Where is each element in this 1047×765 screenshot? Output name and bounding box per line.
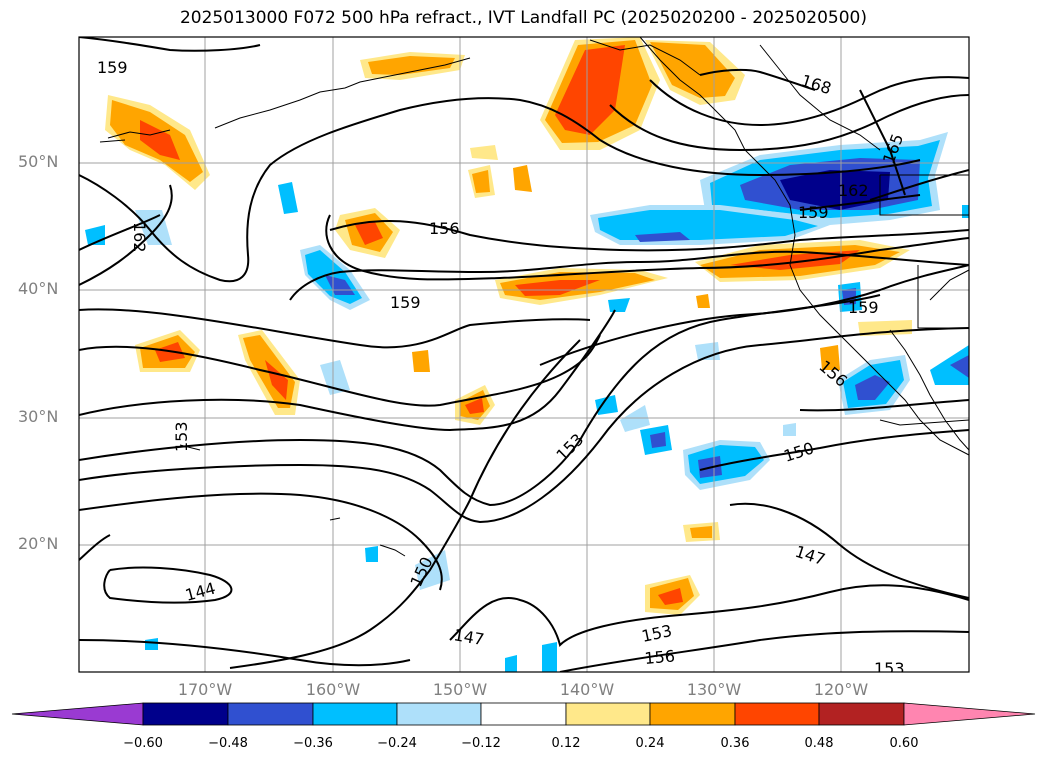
colorbar bbox=[11, 702, 1036, 726]
height-contours bbox=[79, 37, 969, 672]
contour-label: 153 bbox=[172, 421, 191, 452]
negative-anomaly-shading bbox=[85, 132, 969, 672]
lon-label: 130°W bbox=[686, 680, 742, 699]
lon-label: 120°W bbox=[813, 680, 869, 699]
lat-label: 40°N bbox=[18, 279, 59, 298]
colorbar-segment bbox=[649, 702, 736, 726]
lat-label: 30°N bbox=[18, 407, 59, 426]
positive-anomaly-shading bbox=[105, 37, 912, 615]
colorbar-segment bbox=[818, 702, 905, 726]
colorbar-tick: −0.60 bbox=[123, 736, 163, 751]
contour-label: 162 bbox=[838, 181, 869, 200]
colorbar-segment bbox=[734, 702, 820, 726]
lat-label: 20°N bbox=[18, 534, 59, 553]
contour-label: 162 bbox=[130, 222, 149, 253]
contour-label: 159 bbox=[848, 298, 879, 317]
colorbar-segment bbox=[480, 702, 567, 726]
colorbar-tick: −0.48 bbox=[208, 736, 248, 751]
colorbar-tick: 0.36 bbox=[720, 736, 750, 751]
colorbar-segment bbox=[396, 702, 482, 726]
colorbar-tick: −0.36 bbox=[293, 736, 333, 751]
lon-label: 140°W bbox=[559, 680, 615, 699]
map-frame bbox=[78, 36, 970, 673]
colorbar-segment bbox=[565, 702, 651, 726]
graticule bbox=[79, 37, 969, 672]
lon-label: 160°W bbox=[305, 680, 361, 699]
colorbar-segment bbox=[142, 702, 229, 726]
contour-label: 159 bbox=[97, 58, 128, 77]
map-title: 2025013000 F072 500 hPa refract., IVT La… bbox=[179, 8, 867, 28]
colorbar-segment bbox=[903, 702, 1036, 726]
colorbar-tick: 0.60 bbox=[889, 736, 919, 751]
colorbar-tick: 0.48 bbox=[804, 736, 834, 751]
colorbar-tick: −0.12 bbox=[461, 736, 501, 751]
contour-label: 156 bbox=[429, 219, 460, 238]
colorbar-segment bbox=[227, 702, 314, 726]
lon-label: 170°W bbox=[177, 680, 233, 699]
lon-label: 150°W bbox=[432, 680, 488, 699]
contour-label: 159 bbox=[390, 293, 421, 312]
contour-label: 153 bbox=[874, 659, 905, 678]
colorbar-tick: 0.12 bbox=[551, 736, 581, 751]
lat-label: 50°N bbox=[18, 152, 59, 171]
contour-label: 156 bbox=[644, 646, 676, 668]
contour-label: 159 bbox=[798, 203, 829, 222]
colorbar-segment bbox=[11, 702, 144, 726]
colorbar-tick: −0.24 bbox=[377, 736, 417, 751]
colorbar-segment bbox=[312, 702, 398, 726]
colorbar-tick: 0.24 bbox=[635, 736, 665, 751]
